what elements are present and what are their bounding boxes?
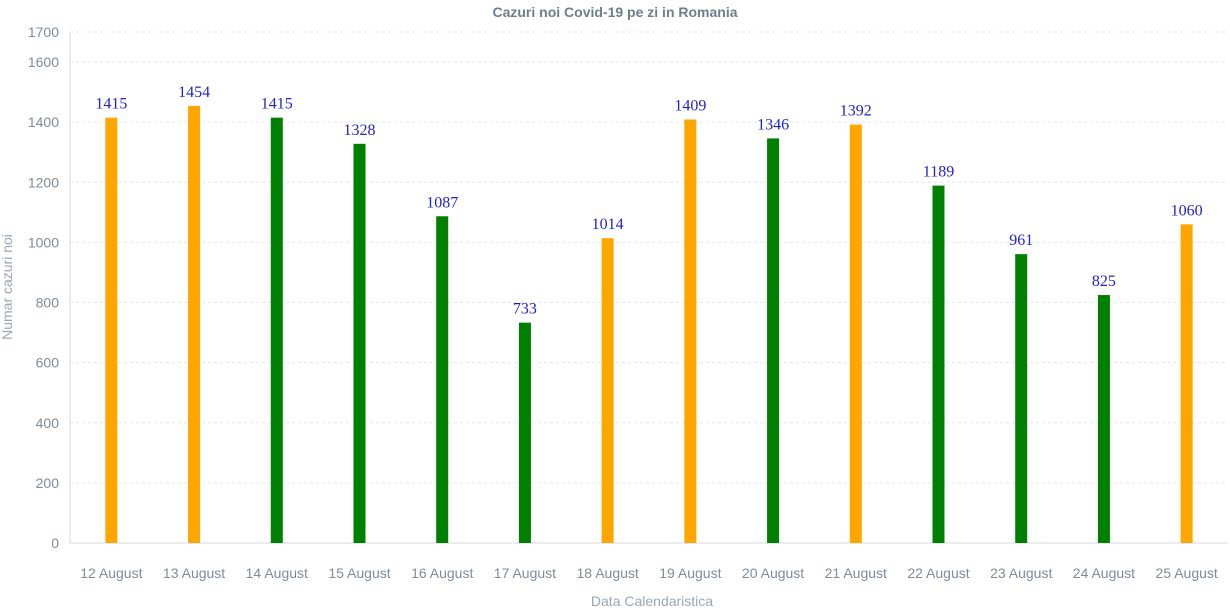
bar	[849, 124, 862, 543]
data-label: 1060	[1171, 202, 1203, 219]
x-tick-label: 15 August	[328, 565, 390, 581]
bar	[436, 216, 449, 543]
bar	[601, 238, 614, 543]
data-label: 961	[1009, 232, 1033, 249]
x-tick-label: 19 August	[659, 565, 721, 581]
bar	[1015, 254, 1028, 543]
x-tick-label: 17 August	[494, 565, 556, 581]
data-label: 1454	[178, 84, 210, 101]
y-tick-label: 1700	[28, 24, 59, 40]
bar	[684, 119, 697, 543]
data-label: 1415	[261, 96, 293, 113]
y-tick-label: 800	[36, 295, 60, 311]
bar	[1180, 224, 1193, 543]
y-tick-label: 600	[36, 355, 60, 371]
axes: 0 200 400 600 800 1000 1200 1400 1600 1700 12 Augu…	[28, 24, 1228, 581]
x-tick-label: 18 August	[577, 565, 639, 581]
x-tick-label: 22 August	[907, 565, 969, 581]
data-label: 1392	[840, 103, 872, 120]
gridlines	[70, 31, 1228, 484]
data-label: 1346	[757, 116, 789, 133]
y-axis-label: Numar cazuri noi	[0, 234, 15, 340]
data-labels: 1415 1454 1415 1328 1087 733 1014 1409 1346 1392 1…	[95, 84, 1202, 318]
data-label: 825	[1092, 273, 1116, 290]
data-label: 733	[513, 301, 537, 318]
x-tick-label: 14 August	[246, 565, 308, 581]
x-tick-label: 20 August	[742, 565, 804, 581]
bar	[105, 117, 118, 543]
x-tick-label: 24 August	[1073, 565, 1135, 581]
x-tick-label: 23 August	[990, 565, 1052, 581]
data-label: 1409	[674, 97, 706, 114]
y-tick-label: 0	[51, 535, 59, 551]
bar	[188, 105, 201, 543]
y-tick-label: 1400	[28, 114, 59, 130]
x-axis-label: Data Calendaristica	[591, 593, 713, 609]
y-tick-label: 1600	[28, 54, 59, 70]
data-label: 1189	[923, 164, 954, 181]
x-tick-label: 21 August	[825, 565, 887, 581]
x-tick-label: 13 August	[163, 565, 225, 581]
bar	[270, 117, 283, 543]
bar	[353, 143, 366, 543]
bar	[1097, 295, 1110, 543]
bar	[518, 322, 531, 543]
x-tick-label: 16 August	[411, 565, 473, 581]
x-tick-label: 12 August	[80, 565, 142, 581]
data-label: 1328	[344, 122, 376, 139]
data-label: 1014	[592, 216, 624, 233]
y-tick-label: 1000	[28, 234, 59, 250]
y-tick-label: 400	[36, 415, 60, 431]
bar	[932, 185, 945, 543]
x-tick-label: 25 August	[1156, 565, 1218, 581]
chart-title: Cazuri noi Covid-19 pe zi in Romania	[492, 4, 737, 20]
y-tick-label: 200	[36, 475, 60, 491]
data-label: 1415	[95, 96, 127, 113]
data-label: 1087	[426, 194, 458, 211]
bars	[105, 105, 1193, 543]
bar	[767, 138, 780, 543]
y-tick-label: 1200	[28, 174, 59, 190]
